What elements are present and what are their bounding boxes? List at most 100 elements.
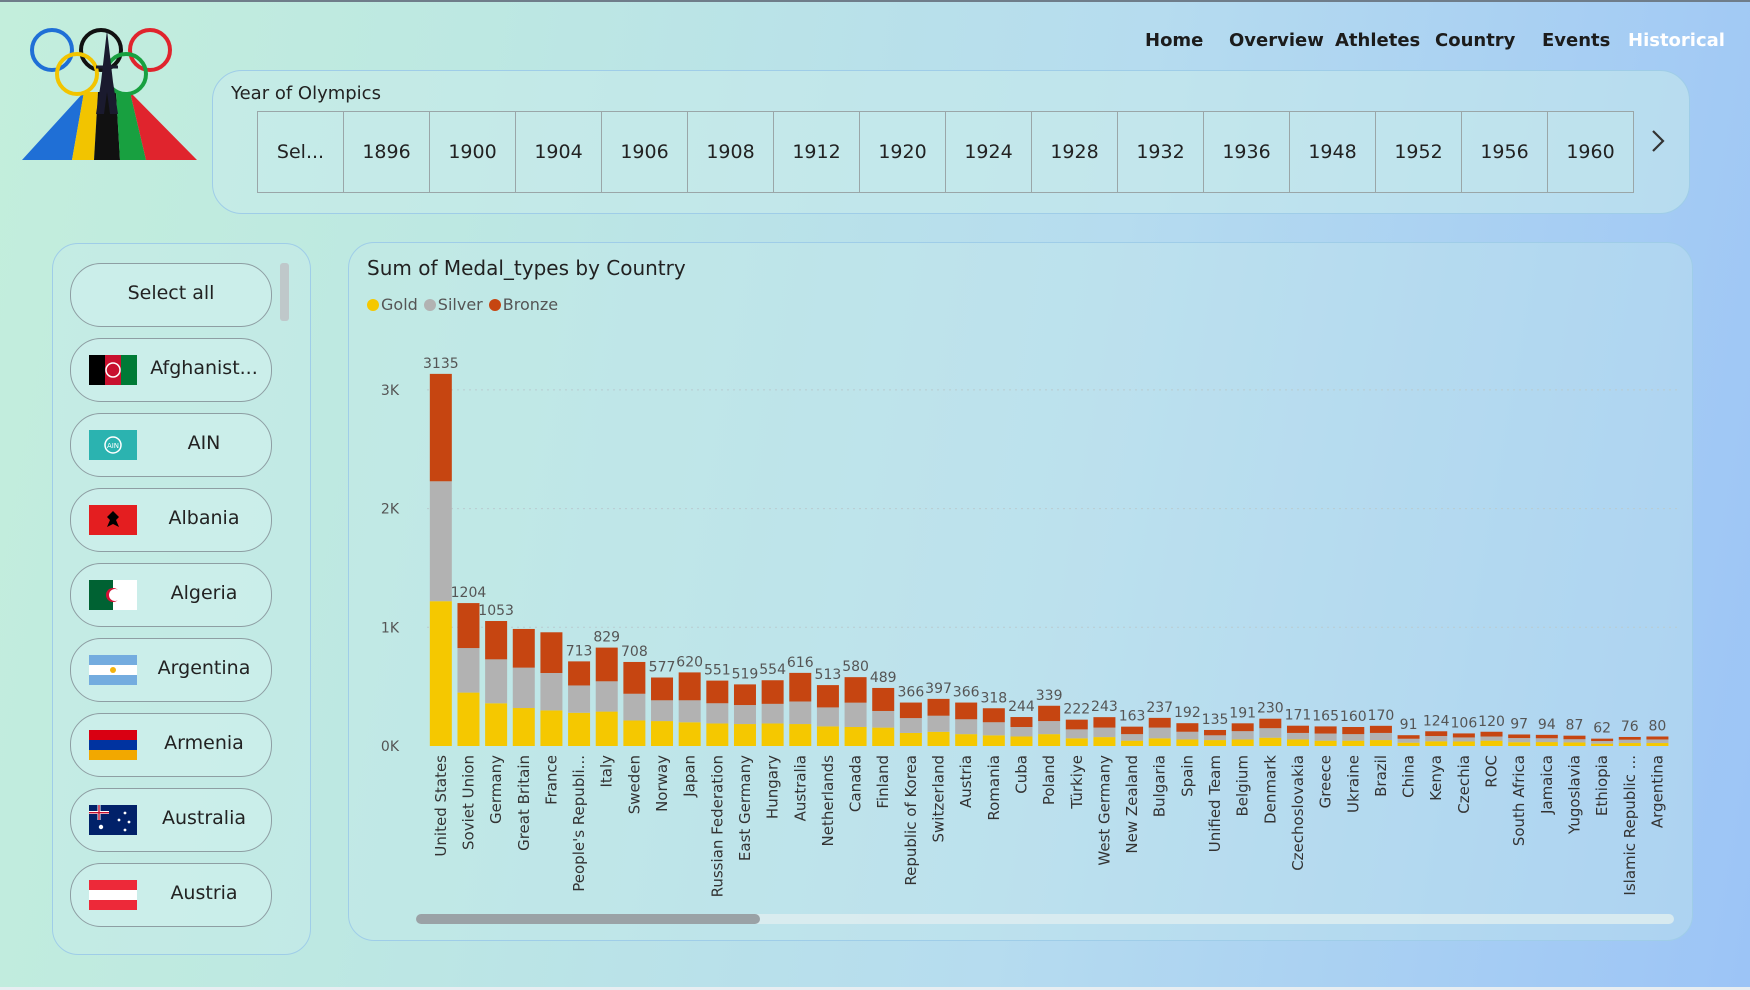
bar-segment-silver [1397,738,1420,743]
x-category-label: China [1400,755,1418,798]
x-category-label: Germany [487,755,505,824]
year-tile[interactable]: 1906 [601,111,688,193]
bar-segment-gold [1038,734,1061,746]
bar-segment-bronze [1535,734,1558,739]
year-tile[interactable]: 1896 [343,111,430,193]
x-category-label: Sweden [625,755,643,814]
x-category-label: South Africa [1510,755,1528,846]
bar-segment-bronze [1397,735,1420,739]
country-label: Argentina [157,657,251,679]
country-button-ain[interactable]: AIN AIN [70,413,272,477]
legend-item-silver[interactable]: Silver [423,295,483,314]
year-tile-select-all[interactable]: Sel... [257,111,344,193]
x-category-label: Canada [847,755,865,812]
chart-horizontal-scroll-track[interactable] [416,914,1674,924]
bar-segment-bronze [1010,717,1033,728]
year-tile[interactable]: 1932 [1117,111,1204,193]
legend-label: Gold [381,295,418,314]
bar-total-label: 237 [1146,700,1173,716]
bar-segment-gold [1397,742,1420,746]
bar-segment-silver [1508,738,1531,743]
year-tile[interactable]: 1920 [859,111,946,193]
x-category-label: Spain [1178,755,1196,797]
bar-segment-silver [816,707,839,727]
year-tile[interactable]: 1952 [1375,111,1462,193]
bar-segment-gold [816,726,839,746]
year-tile[interactable]: 1904 [515,111,602,193]
country-button-argentina[interactable]: Argentina [70,638,272,702]
bar-total-label: 106 [1451,715,1478,731]
year-tile[interactable]: 1948 [1289,111,1376,193]
bar-segment-gold [1508,742,1531,746]
bar-total-label: 76 [1621,719,1639,735]
x-category-label: Russian Federation [708,755,726,897]
year-tile[interactable]: 1956 [1461,111,1548,193]
nav-historical[interactable]: Historical [1628,30,1725,51]
x-category-label: Romania [985,755,1003,821]
country-button-armenia[interactable]: Armenia [70,713,272,777]
bar-total-label: 191 [1229,705,1256,721]
country-button-australia[interactable]: Australia [70,788,272,852]
nav-country[interactable]: Country [1435,30,1516,51]
bar-segment-bronze [1369,725,1392,733]
country-button-albania[interactable]: Albania [70,488,272,552]
bar-segment-bronze [1121,726,1144,735]
y-tick-label: 1K [381,620,400,636]
x-category-label: Great Britain [515,755,533,851]
country-slicer-scrollbar[interactable] [280,263,289,321]
legend-item-gold[interactable]: Gold [367,295,418,314]
year-tile[interactable]: 1908 [687,111,774,193]
bar-total-label: 580 [842,659,869,675]
year-tile[interactable]: 1928 [1031,111,1118,193]
bar-segment-gold [733,724,756,746]
bar-segment-gold [568,712,591,746]
year-tile[interactable]: 1936 [1203,111,1290,193]
bar-segment-silver [1425,736,1448,742]
select-all-button[interactable]: Select all [70,263,272,327]
bar-segment-silver [1314,733,1337,741]
bar-total-label: 519 [732,666,759,682]
chart-horizontal-scroll-thumb[interactable] [416,914,760,924]
bar-segment-gold [844,727,867,746]
bar-segment-gold [1176,739,1199,746]
bar-segment-bronze [623,661,646,694]
nav-overview[interactable]: Overview [1229,30,1324,51]
bar-total-label: 489 [870,670,897,686]
country-button-austria[interactable]: Austria [70,863,272,927]
year-tile[interactable]: 1900 [429,111,516,193]
bar-segment-bronze [1038,705,1061,722]
bar-segment-bronze [1591,738,1614,742]
y-tick-label: 2K [381,502,400,518]
x-category-label: Brazil [1372,755,1390,797]
nav-athletes[interactable]: Athletes [1335,30,1421,51]
bar-segment-silver [568,685,591,713]
bar-total-label: 708 [621,644,648,660]
bar-segment-gold [1204,740,1227,746]
bar-total-label: 91 [1400,717,1418,733]
nav-home[interactable]: Home [1145,30,1204,51]
bar-segment-silver [1010,727,1033,737]
x-category-label: East Germany [736,755,754,861]
chevron-right-icon[interactable] [1648,126,1668,156]
country-button-algeria[interactable]: Algeria [70,563,272,627]
x-category-label: Finland [874,755,892,809]
bar-segment-silver [623,693,646,721]
legend-item-bronze[interactable]: Bronze [488,295,558,314]
bar-segment-gold [1425,741,1448,746]
bar-total-label: 339 [1036,688,1063,704]
olympics-logo [22,28,197,160]
bar-total-label: 170 [1368,708,1395,724]
year-tile[interactable]: 1924 [945,111,1032,193]
bar-segment-gold [1342,740,1365,746]
country-button-afghanistan[interactable]: Afghanist... [70,338,272,402]
bar-segment-bronze [1425,731,1448,737]
bar-total-label: 3135 [423,356,459,372]
year-tile[interactable]: 1912 [773,111,860,193]
bar-segment-gold [1563,742,1586,746]
x-category-label: Bulgaria [1151,755,1169,817]
year-tile[interactable]: 1960 [1547,111,1634,193]
bar-segment-gold [1369,740,1392,746]
bar-total-label: 366 [898,685,925,701]
nav-events[interactable]: Events [1542,30,1611,51]
x-category-label: Switzerland [930,755,948,843]
